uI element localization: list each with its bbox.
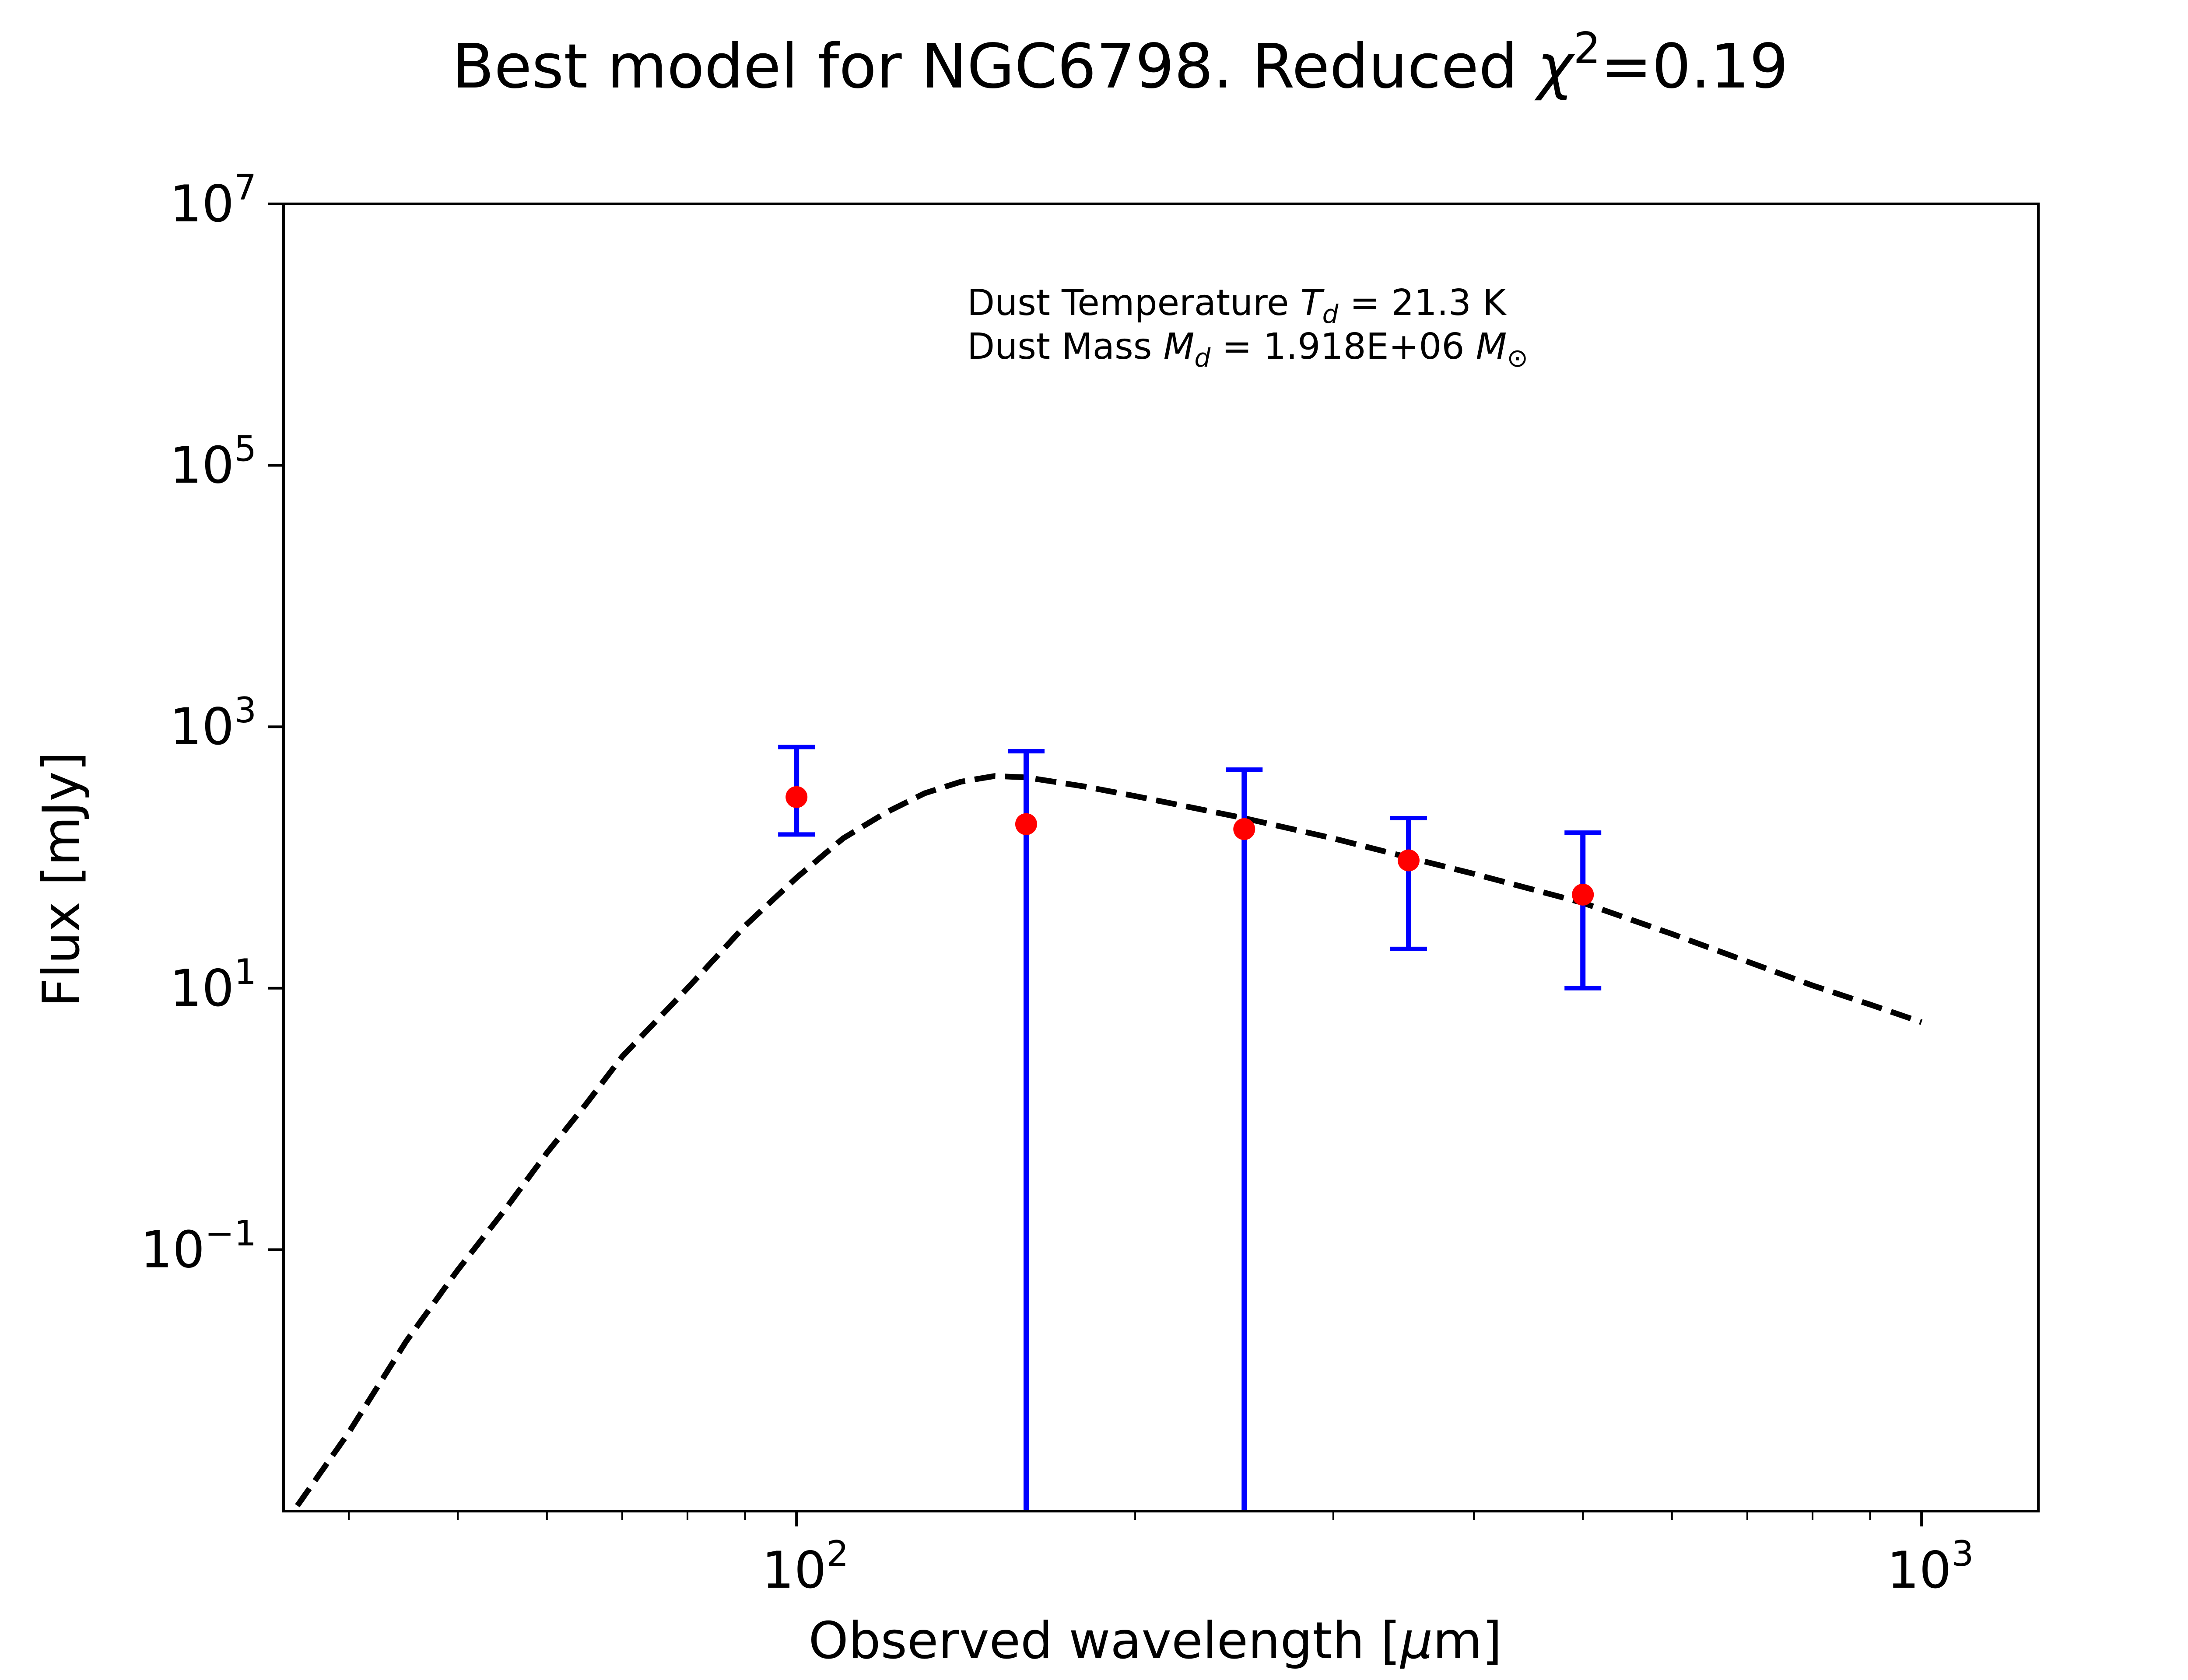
dust-temperature-value: = 21.3 K	[1338, 282, 1507, 324]
x-axis-label-tail: m]	[1433, 1611, 1502, 1670]
y-tick-label-base-4: 10	[169, 175, 234, 234]
chart-title: Best model for NGC6798. Reduced χ2=0.19	[452, 24, 1788, 102]
chart-title-sup: 2	[1573, 24, 1600, 74]
y-tick-label-base-3: 10	[169, 436, 234, 495]
dust-mass-symbol: M	[1164, 326, 1195, 368]
data-point-1	[1015, 813, 1037, 835]
y-tick-label-3: 105	[169, 429, 256, 495]
y-tick-label-exp-1: 1	[234, 952, 256, 992]
dust-temperature-annotation: Dust Temperature Td = 21.3 K	[967, 282, 1507, 329]
y-tick-label-0: 10−1	[140, 1213, 256, 1279]
x-tick-label-1: 103	[1887, 1533, 1974, 1600]
dust-mass-value: = 1.918E+06	[1210, 326, 1476, 368]
y-tick-label-2: 103	[169, 690, 256, 756]
y-tick-label-base-0: 10	[140, 1220, 205, 1279]
x-axis-label-text: Observed wavelength [	[809, 1611, 1401, 1670]
x-tick-label-base-1: 10	[1887, 1541, 1952, 1600]
x-tick-label-exp-1: 3	[1951, 1533, 1974, 1574]
dust-mass-prefix: Dust Mass	[967, 326, 1164, 368]
point-layer	[785, 786, 1594, 906]
x-tick-label-base-0: 10	[762, 1541, 827, 1600]
model-layer	[295, 773, 1923, 1508]
dust-mass-unit-subscript: ⊙	[1507, 343, 1528, 373]
y-tick-label-1: 101	[169, 952, 256, 1018]
x-tick-label-0: 102	[762, 1533, 849, 1600]
dust-temperature-symbol: T	[1301, 282, 1325, 324]
data-point-0	[785, 786, 808, 808]
dust-mass-subscript: d	[1194, 343, 1211, 373]
model-curve	[295, 773, 1923, 1508]
dust-temperature-prefix: Dust Temperature	[967, 282, 1301, 324]
y-tick-label-exp-3: 5	[234, 429, 256, 469]
y-axis-label: Flux [mJy]	[32, 752, 91, 1007]
chart-title-tail: =0.19	[1601, 31, 1788, 102]
y-tick-label-base-1: 10	[169, 959, 234, 1018]
data-point-3	[1397, 849, 1420, 872]
y-tick-label-4: 107	[169, 167, 256, 234]
chart-title-chi: χ	[1534, 31, 1576, 102]
dust-temperature-subscript: d	[1322, 299, 1339, 329]
data-point-2	[1233, 818, 1255, 840]
data-point-4	[1572, 883, 1594, 906]
y-tick-label-base-2: 10	[169, 697, 234, 756]
dust-mass-annotation: Dust Mass Md = 1.918E+06 M⊙	[967, 326, 1528, 373]
x-tick-label-exp-0: 2	[827, 1533, 849, 1574]
x-axis-label: Observed wavelength [μm]	[809, 1611, 1502, 1670]
y-tick-label-exp-4: 7	[234, 167, 256, 208]
chart-title-main: Best model for NGC6798. Reduced	[452, 31, 1537, 102]
dust-mass-unit: M	[1476, 326, 1507, 368]
plot-frame	[282, 203, 2040, 1512]
y-tick-label-exp-2: 3	[234, 690, 256, 731]
x-axis-label-mu: μ	[1399, 1611, 1433, 1670]
y-tick-label-exp-0: −1	[205, 1213, 256, 1253]
